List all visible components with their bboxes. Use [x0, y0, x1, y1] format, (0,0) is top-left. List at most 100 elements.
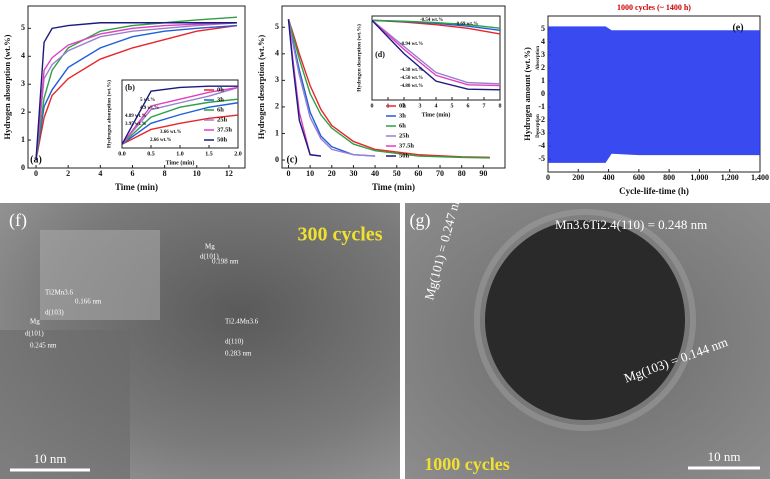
x-tick-label: 0 [34, 169, 38, 178]
x-tick-label: 80 [458, 169, 466, 178]
annotation: 4.89 wt.% [125, 114, 147, 119]
annotation: -4.50 wt.% [400, 76, 423, 81]
y-tick-label: 1 [275, 128, 279, 137]
series-line [35, 16, 238, 160]
annotation: -0.69 wt.% [455, 22, 478, 27]
series-line [371, 19, 501, 85]
y-axis-label: Hydrogen absorption (wt.%) [105, 80, 112, 148]
series-line [371, 19, 501, 87]
x-tick-label: 40 [371, 169, 379, 178]
x-tick-label: 4 [98, 169, 102, 178]
y-tick-label: -1 [538, 102, 545, 111]
y-tick-label: 0 [275, 155, 279, 164]
annotation: -0.54 wt.% [420, 18, 443, 23]
y-tick-label: 2 [275, 102, 279, 111]
series-line [121, 114, 239, 145]
legend-label: 37.5h [217, 126, 232, 133]
annotation: -4.38 wt.% [400, 68, 423, 73]
chart-title: 1000 cycles (~ 1400 h) [617, 3, 691, 12]
legend-label: 50h [217, 136, 228, 143]
legend-label: 0h [217, 86, 224, 93]
x-tick-label: 1,400 [751, 173, 769, 182]
x-tick-label: 2 [403, 103, 406, 109]
series-line [35, 24, 238, 160]
x-axis-label: Time (min) [372, 182, 415, 192]
y-tick-label: 3 [541, 50, 545, 59]
legend-label: 37.5h [399, 142, 414, 149]
annotation: d(110) [225, 338, 244, 346]
series-line [121, 98, 239, 145]
x-tick-label: 5 [451, 103, 454, 109]
x-tick-label: 0 [371, 103, 374, 109]
series-line [35, 22, 238, 160]
annotation: 5 wt.% [140, 98, 155, 103]
annotation: d(103) [45, 309, 64, 317]
series-line [287, 19, 376, 157]
annotation: Ti2Mn3.6 [45, 289, 73, 297]
x-tick-label: 30 [349, 169, 357, 178]
x-tick-label: 0.0 [118, 151, 126, 157]
annotation: 0.245 nm [30, 342, 57, 350]
series-area [548, 94, 760, 163]
x-axis-label: Cycle-life-time (h) [619, 186, 689, 196]
x-axis-label: Time (min) [422, 111, 451, 118]
x-tick-label: 70 [436, 169, 444, 178]
panel-label: (d) [375, 50, 385, 59]
x-tick-label: 3 [419, 103, 422, 109]
annotation: 3.95 wt.% [125, 122, 147, 127]
annotation: 2.66 wt.% [150, 138, 172, 143]
series-line [35, 22, 237, 160]
x-tick-label: 50 [393, 169, 401, 178]
x-tick-label: 10 [306, 169, 314, 178]
y-tick-label: -3 [538, 128, 545, 137]
y-tick-label: -2 [538, 115, 545, 124]
x-tick-label: 1.0 [176, 151, 184, 157]
series-line [121, 102, 239, 145]
caption: 300 cycles [298, 224, 383, 246]
series-line [287, 19, 490, 159]
y-tick-label: 3 [275, 75, 279, 84]
y-axis-label: Hydrogen desorption (wt.%) [256, 35, 266, 140]
annotation: d(101) [200, 253, 219, 261]
annotation: 0.166 nm [75, 298, 102, 306]
y-tick-label: 4 [275, 49, 279, 58]
legend-label: 0h [399, 102, 406, 109]
panel-label: (a) [30, 154, 42, 165]
image-f [0, 203, 400, 479]
panel-label: (e) [732, 22, 743, 33]
y-tick-label: 4 [21, 51, 25, 60]
panel-label: (c) [286, 154, 297, 165]
scale-bar-label: 10 nm [708, 449, 741, 464]
y-tick-label: 5 [21, 23, 25, 32]
series-line [287, 19, 490, 159]
x-tick-label: 0.5 [147, 151, 155, 157]
legend-label: 25h [399, 132, 410, 139]
x-axis-label: Time (min) [166, 159, 195, 166]
legend-label: 6h [217, 106, 224, 113]
legend-label: 6h [399, 122, 406, 129]
annotation: Mg [30, 318, 40, 326]
panel-label: (f) [9, 210, 27, 231]
annotation: -4.80 wt.% [400, 84, 423, 89]
x-tick-label: 800 [663, 173, 675, 182]
x-tick-label: 2.0 [234, 151, 242, 157]
y-tick-label: 0 [541, 89, 545, 98]
y-axis-label: Hydrogen absorption (wt.%) [2, 34, 12, 139]
series-line [287, 19, 322, 157]
x-axis-label: Time (min) [115, 182, 158, 192]
image-g [405, 203, 770, 479]
annotation: Absorption [536, 46, 541, 70]
y-tick-label: 2 [21, 107, 25, 116]
series-line [121, 86, 239, 145]
x-tick-label: 8 [163, 169, 167, 178]
legend-label: 3h [217, 96, 224, 103]
y-tick-label: 0 [21, 163, 25, 172]
x-tick-label: 20 [328, 169, 336, 178]
x-tick-label: 0 [546, 173, 550, 182]
annotation: -0.94 wt.% [400, 42, 423, 47]
y-tick-label: 5 [275, 22, 279, 31]
annotation: 4.9 wt.% [140, 106, 159, 111]
x-tick-label: 200 [572, 173, 584, 182]
series-area [548, 26, 760, 94]
